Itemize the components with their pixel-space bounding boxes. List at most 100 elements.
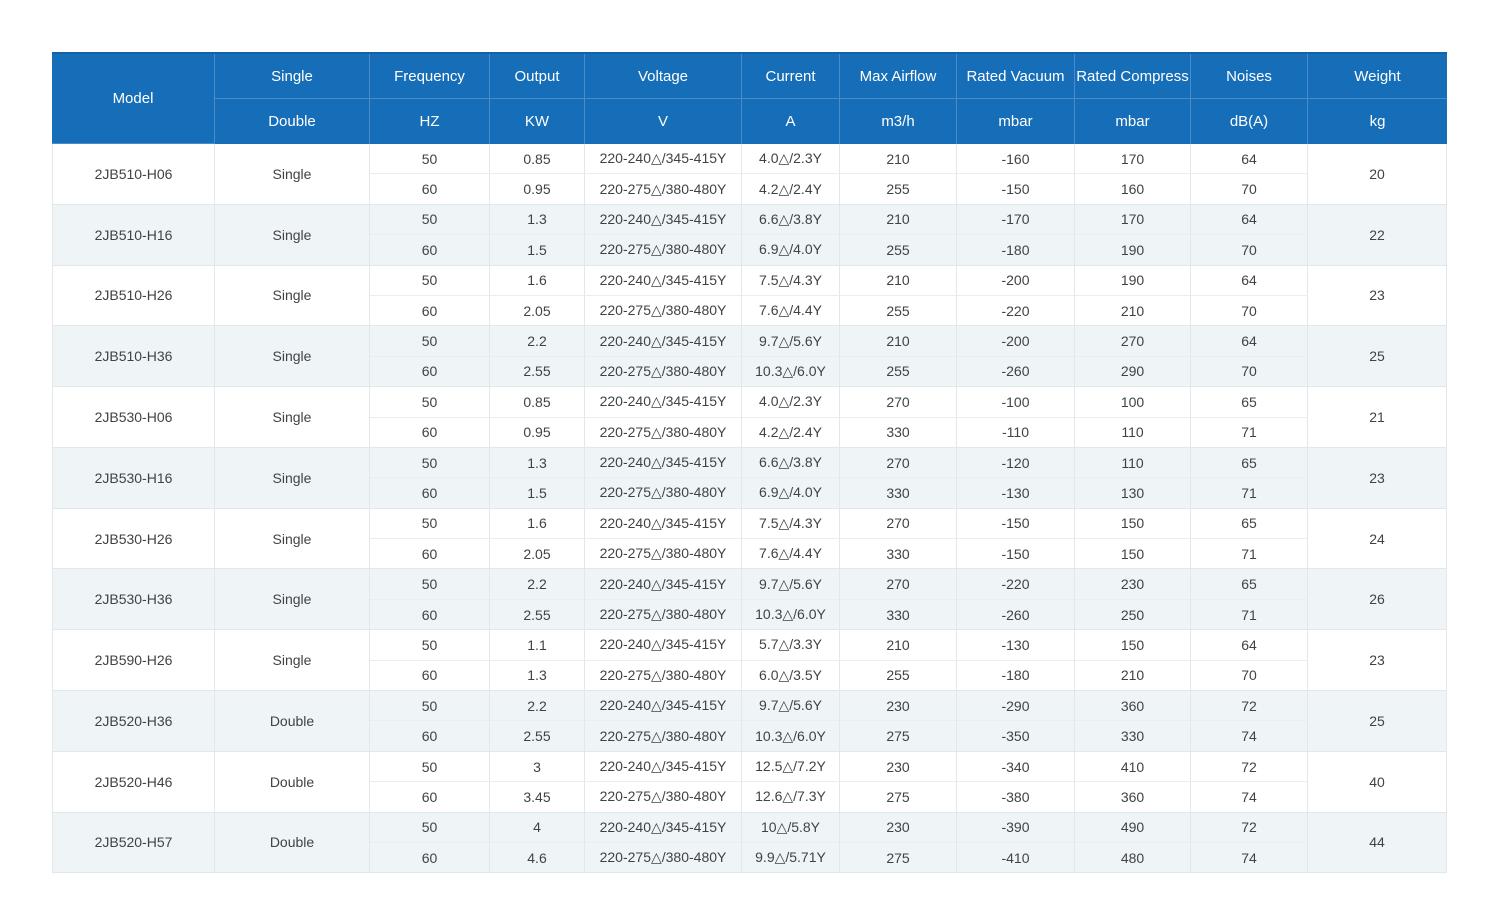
table-row: 2JB520-H36 Double 50 2.2 220-240△/345-415Y 9.… (52, 691, 1447, 752)
frequency-cell: 60 (370, 356, 490, 388)
voltage-cell: 220-240△/345-415Y (585, 265, 742, 296)
rated-compress-cell: 190 (1075, 265, 1191, 296)
frequency-cell: 60 (370, 295, 490, 327)
frequency-cell: 50 (370, 508, 490, 540)
frequency-cell: 60 (370, 782, 490, 813)
max-airflow-cell: 270 (840, 447, 957, 479)
rated-vacuum-cell: -410 (957, 842, 1075, 874)
weight-cell: 44 (1308, 812, 1447, 874)
current-cell: 12.5△/7.2Y (742, 751, 840, 783)
header-type-bottom: Double (215, 99, 370, 144)
max-airflow-cell: 210 (840, 144, 957, 175)
type-cell: Single (215, 144, 370, 205)
output-cell: 1.3 (490, 447, 585, 479)
noise-cell: 70 (1191, 235, 1308, 266)
header-rated-vacuum: Rated Vacuum (957, 54, 1075, 99)
output-cell: 2.55 (490, 599, 585, 631)
model-cell: 2JB520-H46 (52, 751, 215, 813)
max-airflow-cell: 210 (840, 326, 957, 357)
max-airflow-cell: 255 (840, 356, 957, 388)
rated-compress-cell: 330 (1075, 721, 1191, 752)
voltage-cell: 220-275△/380-480Y (585, 417, 742, 448)
current-cell: 7.6△/4.4Y (742, 539, 840, 570)
table-row: 2JB530-H06 Single 50 0.85 220-240△/345-415Y 4… (52, 387, 1447, 448)
current-cell: 4.2△/2.4Y (742, 417, 840, 448)
max-airflow-cell: 275 (840, 842, 957, 874)
current-cell: 6.0△/3.5Y (742, 660, 840, 692)
rated-compress-cell: 100 (1075, 387, 1191, 418)
output-cell: 3 (490, 751, 585, 783)
frequency-cell: 50 (370, 751, 490, 783)
voltage-cell: 220-275△/380-480Y (585, 478, 742, 509)
weight-cell: 22 (1308, 204, 1447, 266)
frequency-cell: 60 (370, 660, 490, 692)
header-unit-dba: dB(A) (1191, 99, 1308, 144)
voltage-cell: 220-240△/345-415Y (585, 751, 742, 783)
current-cell: 10.3△/6.0Y (742, 721, 840, 752)
max-airflow-cell: 255 (840, 660, 957, 692)
type-cell: Single (215, 204, 370, 266)
max-airflow-cell: 230 (840, 751, 957, 783)
max-airflow-cell: 330 (840, 599, 957, 631)
table-row: 2JB520-H46 Double 50 3 220-240△/345-415Y 12.5… (52, 751, 1447, 813)
rated-vacuum-cell: -290 (957, 691, 1075, 722)
voltage-cell: 220-275△/380-480Y (585, 599, 742, 631)
type-cell: Single (215, 569, 370, 631)
type-cell: Single (215, 508, 370, 570)
rated-vacuum-cell: -150 (957, 174, 1075, 205)
header-unit-hz: HZ (370, 99, 490, 144)
output-cell: 1.6 (490, 508, 585, 540)
rated-compress-cell: 170 (1075, 204, 1191, 236)
weight-cell: 25 (1308, 691, 1447, 752)
voltage-cell: 220-275△/380-480Y (585, 356, 742, 388)
current-cell: 6.9△/4.0Y (742, 478, 840, 509)
table-row: 2JB510-H06 Single 50 0.85 220-240△/345-415Y 4… (52, 144, 1447, 205)
output-cell: 1.1 (490, 630, 585, 661)
type-cell: Double (215, 691, 370, 752)
model-cell: 2JB510-H36 (52, 326, 215, 388)
voltage-cell: 220-240△/345-415Y (585, 447, 742, 479)
noise-cell: 71 (1191, 417, 1308, 448)
max-airflow-cell: 255 (840, 295, 957, 327)
weight-cell: 21 (1308, 387, 1447, 448)
voltage-cell: 220-275△/380-480Y (585, 174, 742, 205)
max-airflow-cell: 330 (840, 539, 957, 570)
output-cell: 2.2 (490, 326, 585, 357)
frequency-cell: 50 (370, 326, 490, 357)
frequency-cell: 60 (370, 417, 490, 448)
header-unit-kw: KW (490, 99, 585, 144)
model-cell: 2JB520-H57 (52, 812, 215, 874)
noise-cell: 64 (1191, 265, 1308, 296)
frequency-cell: 50 (370, 265, 490, 296)
header-unit-kg: kg (1308, 99, 1447, 144)
output-cell: 1.5 (490, 478, 585, 509)
current-cell: 6.6△/3.8Y (742, 447, 840, 479)
output-cell: 2.05 (490, 539, 585, 570)
table-row: 60 2.55 220-275△/380-480Y 10.3△/6.0Y 275 -350… (52, 721, 1447, 752)
noise-cell: 72 (1191, 751, 1308, 783)
output-cell: 0.95 (490, 417, 585, 448)
header-weight: Weight (1308, 54, 1447, 99)
current-cell: 10△/5.8Y (742, 812, 840, 843)
max-airflow-cell: 270 (840, 387, 957, 418)
frequency-cell: 50 (370, 144, 490, 175)
rated-vacuum-cell: -150 (957, 508, 1075, 540)
current-cell: 4.0△/2.3Y (742, 387, 840, 418)
rated-compress-cell: 270 (1075, 326, 1191, 357)
noise-cell: 64 (1191, 630, 1308, 661)
output-cell: 2.2 (490, 691, 585, 722)
header-current: Current (742, 54, 840, 99)
noise-cell: 71 (1191, 539, 1308, 570)
noise-cell: 70 (1191, 356, 1308, 388)
frequency-cell: 60 (370, 842, 490, 874)
frequency-cell: 50 (370, 569, 490, 600)
output-cell: 1.6 (490, 265, 585, 296)
voltage-cell: 220-240△/345-415Y (585, 387, 742, 418)
max-airflow-cell: 210 (840, 630, 957, 661)
frequency-cell: 60 (370, 478, 490, 509)
frequency-cell: 50 (370, 691, 490, 722)
table-row: 60 1.3 220-275△/380-480Y 6.0△/3.5Y 255 -180 21… (52, 660, 1447, 692)
rated-compress-cell: 190 (1075, 235, 1191, 266)
type-cell: Double (215, 812, 370, 874)
